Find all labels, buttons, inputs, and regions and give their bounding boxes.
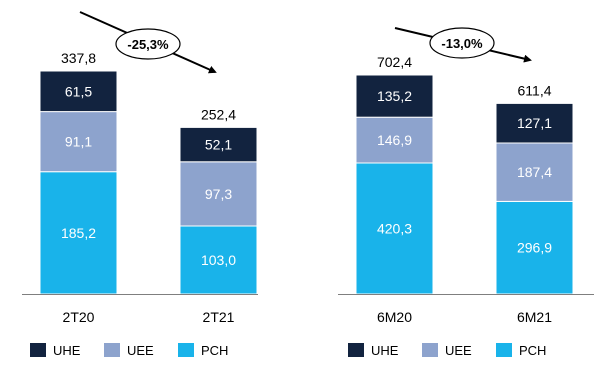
bar-segment-uhe-2t21 bbox=[179, 126, 258, 163]
bar-segment-pch-6m21 bbox=[495, 200, 574, 295]
bar-segment-uee-6m21 bbox=[495, 142, 574, 202]
chart-1: 185,2 91,1 61,5 337,8 2T20 103,0 97,3 52,1 252,4… bbox=[22, 11, 258, 358]
data-label-uee-2t21: 97,3 bbox=[205, 186, 232, 202]
bar-segment-uee-2t21 bbox=[179, 161, 258, 227]
total-label-6m20: 702,4 bbox=[377, 54, 412, 70]
total-label-2t20: 337,8 bbox=[61, 50, 96, 66]
legend-label-uhe: UHE bbox=[371, 343, 399, 358]
bar-segment-uhe-6m20 bbox=[355, 74, 434, 118]
legend: UHE UEE PCH bbox=[348, 343, 546, 358]
chart-2: 420,3 146,9 135,2 702,4 6M20 296,9 187,4 127,1 6… bbox=[338, 27, 594, 358]
data-label-uee-2t20: 91,1 bbox=[65, 134, 92, 150]
category-label-6m21: 6M21 bbox=[517, 309, 552, 325]
change-label: -13,0% bbox=[441, 36, 483, 51]
change-badge bbox=[429, 27, 495, 59]
category-label-2t20: 2T20 bbox=[63, 309, 95, 325]
data-label-uhe-6m20: 135,2 bbox=[377, 88, 412, 104]
total-label-6m21: 611,4 bbox=[518, 82, 552, 98]
total-label-2t21: 252,4 bbox=[201, 106, 236, 122]
data-label-pch-2t20: 185,2 bbox=[61, 225, 96, 241]
data-label-uee-6m21: 187,4 bbox=[517, 164, 552, 180]
legend-swatch-pch bbox=[496, 343, 512, 357]
data-label-uhe-2t20: 61,5 bbox=[65, 83, 92, 99]
bar-segment-uhe-2t20 bbox=[39, 70, 118, 113]
legend-swatch-uee bbox=[104, 343, 120, 357]
bar-segment-uee-6m20 bbox=[355, 116, 434, 164]
bar-segment-pch-2t20 bbox=[39, 171, 118, 295]
bar-segment-uee-2t20 bbox=[39, 111, 118, 173]
change-badge bbox=[115, 28, 181, 60]
data-label-pch-6m20: 420,3 bbox=[377, 221, 412, 237]
data-label-uhe-2t21: 52,1 bbox=[205, 137, 232, 153]
bar-segment-uhe-6m21 bbox=[495, 102, 574, 144]
data-label-uhe-6m21: 127,1 bbox=[517, 115, 552, 131]
legend-label-pch: PCH bbox=[519, 343, 546, 358]
legend-swatch-uee bbox=[422, 343, 438, 357]
category-label-2t21: 2T21 bbox=[203, 309, 235, 325]
legend-label-pch: PCH bbox=[201, 343, 228, 358]
bar-segment-pch-2t21 bbox=[179, 225, 258, 295]
data-label-uee-6m20: 146,9 bbox=[377, 132, 412, 148]
legend-label-uee: UEE bbox=[445, 343, 472, 358]
data-label-pch-2t21: 103,0 bbox=[201, 252, 236, 268]
category-label-6m20: 6M20 bbox=[377, 309, 412, 325]
legend-swatch-uhe bbox=[30, 343, 46, 357]
legend-swatch-pch bbox=[178, 343, 194, 357]
legend-swatch-uhe bbox=[348, 343, 364, 357]
change-label: -25,3% bbox=[127, 37, 169, 52]
legend-label-uhe: UHE bbox=[53, 343, 81, 358]
bar-segment-pch-6m20 bbox=[355, 162, 434, 295]
legend: UHE UEE PCH bbox=[30, 343, 228, 358]
data-label-pch-6m21: 296,9 bbox=[517, 240, 552, 256]
legend-label-uee: UEE bbox=[127, 343, 154, 358]
